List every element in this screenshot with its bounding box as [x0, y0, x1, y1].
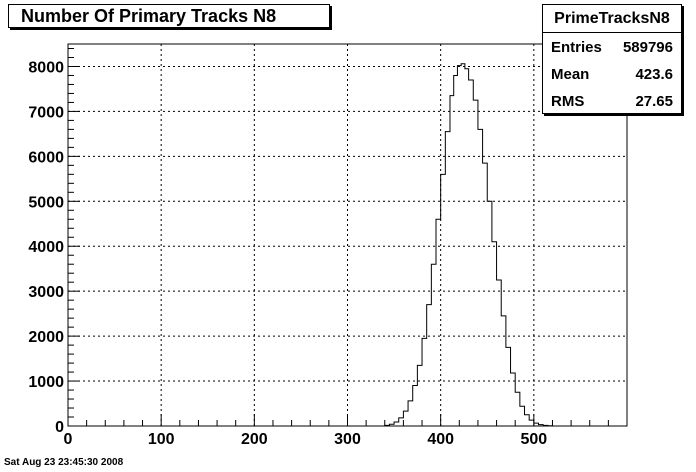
- y-axis-labels: 0 1000 2000 3000 4000 5000 6000 7000 8000: [28, 59, 64, 436]
- y-tick-label: 0: [55, 419, 64, 436]
- y-axis-ticks: [68, 47, 80, 427]
- stats-rms-row: RMS 27.65: [543, 87, 681, 114]
- x-tick-label: 300: [334, 431, 361, 448]
- x-axis-ticks: [67, 414, 609, 426]
- stats-rms-label: RMS: [551, 93, 585, 110]
- chart-title-box: Number Of Primary Tracks N8: [8, 4, 330, 28]
- x-tick-label: 400: [427, 431, 454, 448]
- y-tick-label: 4000: [28, 239, 64, 256]
- stats-mean-value: 423.6: [635, 66, 673, 83]
- y-tick-label: 5000: [28, 194, 64, 211]
- y-tick-label: 3000: [28, 284, 64, 301]
- histogram-line: [347, 63, 627, 427]
- timestamp-footer: Sat Aug 23 23:45:30 2008: [4, 457, 124, 468]
- x-axis-labels: 0 100 200 300 400 500: [64, 431, 548, 448]
- stats-entries-value: 589796: [622, 39, 673, 56]
- x-tick-label: 100: [148, 431, 175, 448]
- y-tick-label: 2000: [28, 329, 64, 346]
- y-tick-label: 1000: [28, 374, 64, 391]
- y-tick-label: 7000: [28, 104, 64, 121]
- chart-title: Number Of Primary Tracks N8: [21, 5, 277, 26]
- plot-frame: [67, 43, 628, 427]
- x-tick-label: 500: [520, 431, 547, 448]
- y-tick-label: 6000: [28, 149, 64, 166]
- x-tick-label: 0: [64, 431, 73, 448]
- stats-entries-label: Entries: [551, 39, 602, 56]
- stats-rms-value: 27.65: [635, 93, 673, 110]
- stats-mean-label: Mean: [551, 66, 590, 83]
- stats-histogram-name: PrimeTracksN8: [543, 5, 681, 33]
- statistics-box: PrimeTracksN8 Entries 589796 Mean 423.6 …: [542, 4, 682, 114]
- y-tick-label: 8000: [28, 59, 64, 76]
- x-tick-label: 200: [241, 431, 268, 448]
- stats-entries-row: Entries 589796: [543, 33, 681, 60]
- grid-lines: [68, 44, 627, 426]
- stats-mean-row: Mean 423.6: [543, 60, 681, 87]
